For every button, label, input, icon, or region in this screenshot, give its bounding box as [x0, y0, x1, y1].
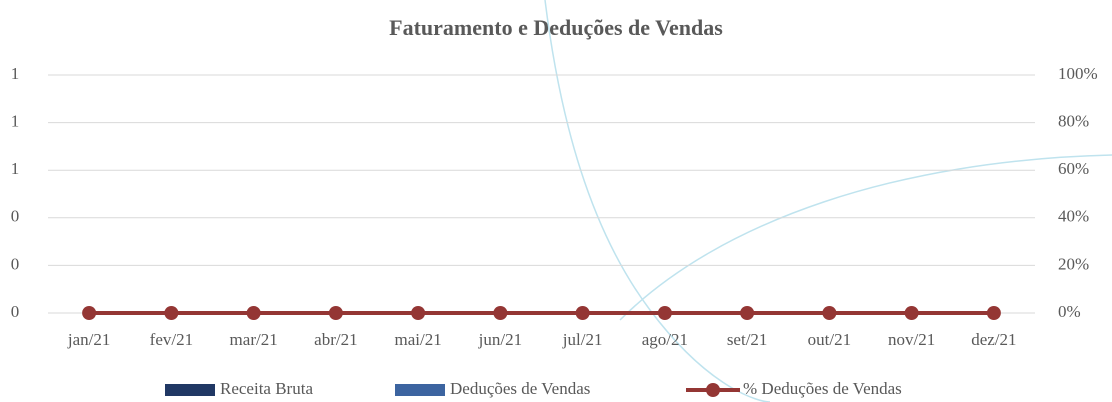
x-tick-label: abr/21: [314, 330, 357, 349]
line-marker: [246, 306, 261, 320]
line-marker: [411, 306, 426, 320]
x-tick-label: jun/21: [478, 330, 522, 349]
legend-swatch: [706, 383, 720, 397]
y2-tick-label: 20%: [1058, 254, 1089, 273]
x-tick-label: nov/21: [888, 330, 935, 349]
line-marker: [164, 306, 179, 320]
line-marker: [822, 306, 837, 320]
legend-label: Receita Bruta: [220, 379, 313, 398]
line-marker: [82, 306, 97, 320]
decor-curve: [544, 0, 771, 402]
y-tick-label: 0: [11, 254, 20, 273]
y-tick-label: 1: [11, 159, 20, 178]
x-tick-label: mar/21: [230, 330, 278, 349]
y-tick-label: 1: [11, 64, 20, 83]
y2-tick-label: 80%: [1058, 112, 1089, 131]
line-marker: [575, 306, 590, 320]
line-marker: [986, 306, 1001, 320]
legend-label: % Deduções de Vendas: [743, 379, 902, 398]
y-tick-label: 0: [11, 207, 20, 226]
y2-tick-label: 100%: [1058, 64, 1098, 83]
x-tick-label: out/21: [808, 330, 851, 349]
legend-swatch: [165, 384, 215, 396]
y2-tick-label: 60%: [1058, 159, 1089, 178]
x-tick-label: jan/21: [67, 330, 111, 349]
x-tick-label: dez/21: [971, 330, 1016, 349]
y2-tick-label: 0%: [1058, 302, 1081, 321]
line-marker: [740, 306, 755, 320]
y-tick-label: 0: [11, 302, 20, 321]
x-tick-label: mai/21: [395, 330, 442, 349]
line-marker: [657, 306, 672, 320]
x-tick-label: jul/21: [562, 330, 603, 349]
y-tick-label: 1: [11, 112, 20, 131]
y2-tick-label: 40%: [1058, 207, 1089, 226]
decor-curve: [619, 154, 1112, 321]
chart-title: Faturamento e Deduções de Vendas: [389, 15, 723, 40]
x-tick-label: fev/21: [150, 330, 193, 349]
line-marker: [904, 306, 919, 320]
line-marker: [493, 306, 508, 320]
x-tick-label: set/21: [727, 330, 768, 349]
line-marker: [328, 306, 343, 320]
legend-swatch: [395, 384, 445, 396]
legend-label: Deduções de Vendas: [450, 379, 590, 398]
x-tick-label: ago/21: [642, 330, 688, 349]
